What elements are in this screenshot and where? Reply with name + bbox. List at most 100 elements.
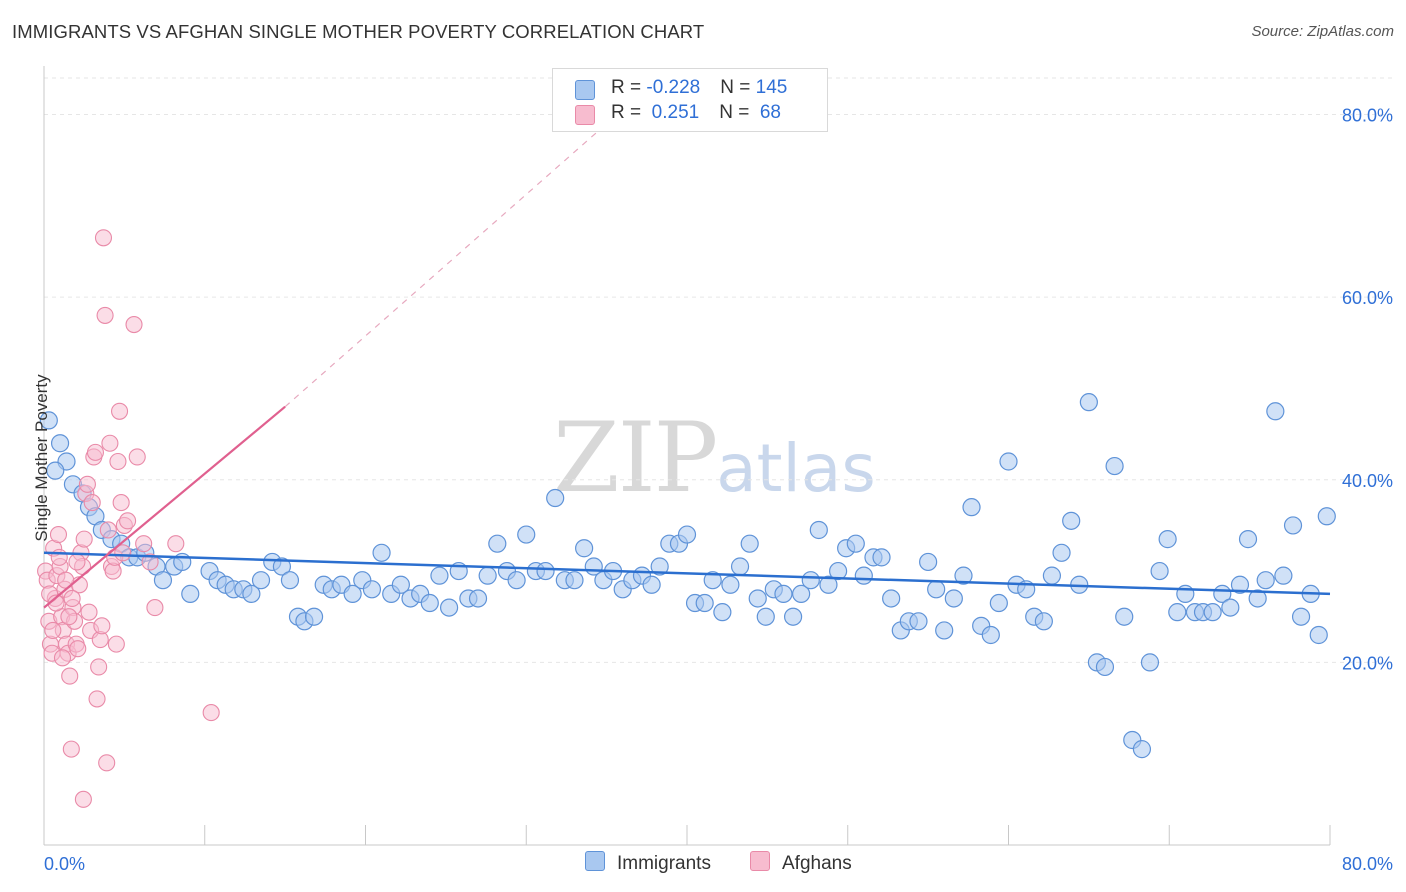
immigrants-point — [1034, 612, 1053, 631]
immigrants-point — [280, 571, 300, 590]
immigrants-point — [362, 580, 382, 599]
afghans-point — [68, 553, 86, 571]
immigrants-point — [819, 575, 838, 594]
immigrants-point — [783, 607, 803, 626]
afghans-point — [146, 599, 164, 617]
source-credit: Source: ZipAtlas.com — [1251, 23, 1394, 40]
immigrants-point — [1291, 607, 1311, 626]
afghans-point — [93, 617, 111, 635]
immigrants-point — [882, 589, 901, 608]
r-label: R = — [611, 102, 647, 123]
afghans-point — [114, 544, 132, 562]
immigrants-point — [774, 584, 793, 603]
immigrants-point — [517, 525, 536, 544]
afghans-point — [94, 229, 113, 247]
immigrants-point — [999, 452, 1018, 471]
afghans-point — [99, 521, 117, 539]
immigrants-point — [1062, 511, 1081, 530]
afghans-point — [61, 667, 79, 685]
immigrants-point — [981, 625, 1000, 645]
immigrants-point — [721, 575, 740, 594]
immigrants-point — [944, 589, 963, 608]
immigrants-point — [50, 434, 70, 453]
immigrants-point — [740, 534, 759, 553]
afghans-point — [50, 548, 68, 566]
immigrants-point — [546, 488, 565, 508]
immigrants-swatch — [575, 80, 595, 100]
afghans-point — [135, 535, 153, 553]
immigrants-point — [1158, 530, 1177, 549]
afghans-point — [90, 658, 108, 676]
immigrants-point — [756, 607, 775, 626]
immigrants-point — [1052, 543, 1071, 562]
afghans-point — [60, 608, 78, 626]
immigrants-point — [703, 571, 722, 590]
immigrants-point — [343, 584, 362, 603]
immigrants-swatch — [585, 851, 605, 871]
afghans-point — [107, 635, 125, 653]
immigrants-point — [846, 534, 865, 553]
watermark: ZIPatlas — [553, 402, 876, 514]
r-value: 0.251 — [646, 102, 700, 123]
n-label: N = — [719, 102, 755, 123]
bottom-legend-afghans: Afghans — [750, 851, 852, 875]
immigrants-point — [372, 543, 391, 562]
afghans-point — [167, 535, 185, 553]
watermark-atlas: atlas — [716, 430, 876, 507]
immigrants-point — [1317, 507, 1336, 526]
immigrants-point — [650, 557, 669, 576]
immigrants-point — [642, 575, 661, 594]
immigrants-point — [677, 525, 697, 544]
afghans-point — [88, 690, 106, 708]
immigrants-trendline — [43, 551, 1331, 596]
legend-row-text: R = 0.251 N = 68 — [611, 102, 781, 124]
legend-label: Immigrants — [617, 853, 711, 874]
immigrants-point — [430, 566, 449, 585]
immigrants-point — [1203, 603, 1222, 622]
immigrants-point — [46, 461, 65, 480]
afghans-point — [62, 740, 80, 758]
legend-row-text: R = -0.228 N = 145 — [611, 77, 787, 99]
x-tick-label: 0.0% — [44, 854, 85, 874]
afghans-point — [128, 448, 146, 466]
afghans-point — [96, 306, 114, 324]
r-label: R = — [611, 77, 647, 98]
immigrants-point — [1150, 561, 1169, 581]
immigrants-point — [1309, 625, 1328, 645]
immigrants-point — [565, 571, 584, 590]
immigrants-point — [909, 612, 928, 631]
immigrants-point — [935, 621, 954, 640]
immigrants-point — [420, 593, 439, 613]
y-tick-label: 80.0% — [1342, 106, 1393, 126]
afghans-point — [80, 603, 98, 621]
afghans-point — [74, 790, 92, 808]
x-tick-label: 80.0% — [1342, 854, 1393, 874]
immigrants-point — [153, 571, 173, 590]
n-value: 145 — [755, 77, 788, 98]
immigrants-point — [1230, 575, 1250, 594]
immigrants-point — [439, 598, 459, 617]
afghans-point — [53, 649, 72, 667]
immigrants-point — [1274, 566, 1293, 585]
chart-title: IMMIGRANTS VS AFGHAN SINGLE MOTHER POVER… — [12, 21, 705, 42]
immigrants-point — [1256, 571, 1275, 590]
immigrants-point — [1266, 402, 1285, 421]
afghans-swatch — [750, 851, 770, 871]
immigrants-point — [1140, 653, 1160, 672]
immigrants-point — [792, 584, 811, 603]
immigrants-point — [1248, 589, 1267, 608]
y-tick-label: 20.0% — [1342, 653, 1393, 673]
immigrants-point — [272, 557, 292, 576]
immigrants-point — [304, 607, 324, 626]
immigrants-point — [181, 584, 200, 603]
afghans-point — [44, 621, 62, 639]
immigrants-point — [962, 498, 981, 517]
immigrants-point — [575, 539, 594, 558]
afghans-point — [141, 553, 159, 571]
watermark-zip: ZIP — [553, 402, 718, 514]
immigrants-point — [809, 520, 828, 540]
immigrants-point — [927, 580, 946, 599]
afghans-point — [109, 452, 127, 471]
afghans-point — [75, 530, 93, 548]
immigrants-point — [1115, 607, 1134, 626]
